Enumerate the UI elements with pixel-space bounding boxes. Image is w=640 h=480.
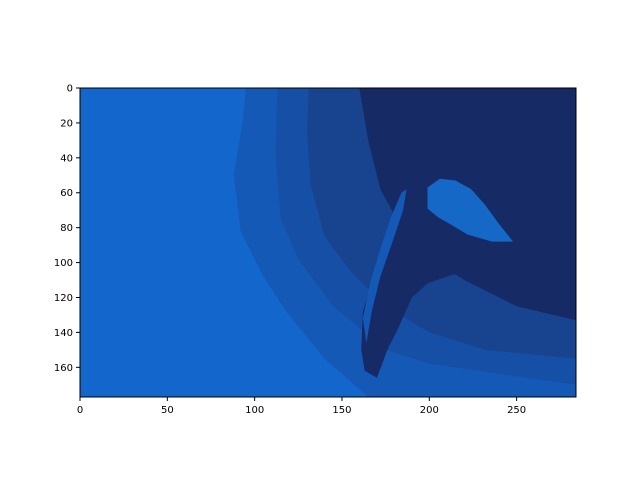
heatmap-region-6: [427, 178, 514, 242]
heatmap-regions: [233, 88, 576, 397]
x-tick-label: 0: [77, 405, 83, 416]
y-tick-label: 100: [54, 258, 73, 269]
x-axis: 0 50 100 150 200 250: [77, 397, 526, 416]
y-axis: 0 20 40 60 80 100 120 140 160: [54, 84, 80, 374]
y-tick-label: 140: [54, 328, 73, 339]
y-tick-label: 160: [54, 363, 73, 374]
x-tick-label: 50: [161, 405, 174, 416]
heatmap-region-7: [362, 189, 407, 343]
y-tick-label: 0: [67, 84, 73, 95]
y-tick-label: 20: [60, 118, 73, 129]
y-tick-label: 120: [54, 293, 73, 304]
y-tick-label: 80: [60, 223, 73, 234]
x-tick-label: 200: [420, 405, 439, 416]
x-tick-label: 150: [332, 405, 351, 416]
x-tick-label: 250: [507, 405, 526, 416]
x-tick-label: 100: [245, 405, 264, 416]
y-tick-label: 40: [60, 153, 73, 164]
y-tick-label: 60: [60, 188, 73, 199]
plot-frame: [79, 87, 577, 398]
plot-area: [80, 88, 576, 397]
